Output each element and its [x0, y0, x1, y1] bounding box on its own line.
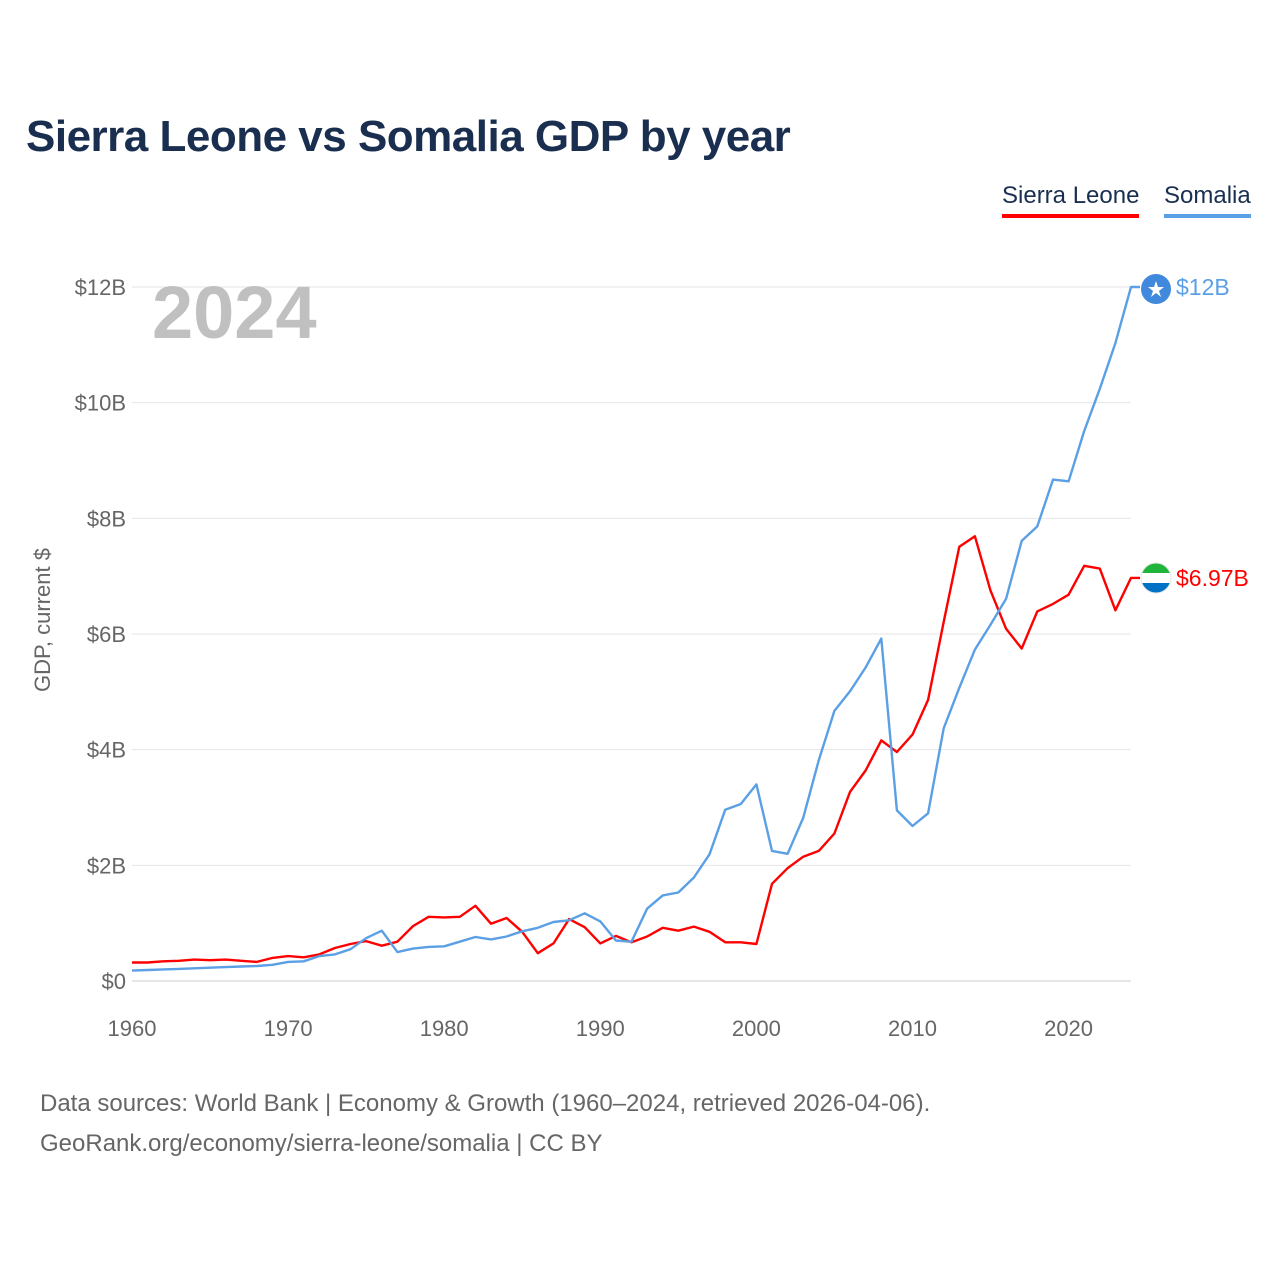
x-tick-label: 1980 [420, 1016, 469, 1041]
chart-title: Sierra Leone vs Somalia GDP by year [26, 112, 791, 161]
legend-item-somalia[interactable]: Somalia [1164, 182, 1251, 218]
series-lines [131, 285, 1140, 972]
series-line-sierra-leone[interactable] [132, 535, 1140, 964]
grid-lines [132, 286, 1131, 982]
x-tick-label: 1960 [108, 1016, 157, 1041]
end-label-sierra-leone: $6.97B [1176, 565, 1249, 591]
y-tick-label: $2B [87, 853, 126, 878]
source-line-2[interactable]: GeoRank.org/economy/sierra-leone/somalia… [40, 1130, 603, 1157]
series-line-somalia[interactable] [131, 285, 1140, 972]
end-label-somalia: $12B [1176, 274, 1230, 300]
y-tick-label: $6B [87, 622, 126, 647]
legend-item-sierra-leone[interactable]: Sierra Leone [1002, 182, 1140, 218]
source-note: Data sources: World Bank | Economy & Gro… [40, 1084, 930, 1164]
y-axis-ticks: $0 $2B $4B $6B $8B $10B $12B [75, 275, 126, 994]
source-line-1: Data sources: World Bank | Economy & Gro… [40, 1090, 931, 1117]
x-tick-label: 2000 [732, 1016, 781, 1041]
somalia-flag-icon [1141, 274, 1171, 304]
year-watermark: 2024 [152, 271, 317, 354]
y-tick-label: $0 [102, 969, 126, 994]
x-tick-label: 2010 [888, 1016, 937, 1041]
x-tick-label: 1990 [576, 1016, 625, 1041]
y-tick-label: $12B [75, 275, 126, 300]
y-tick-label: $10B [75, 391, 126, 416]
x-tick-label: 1970 [264, 1016, 313, 1041]
y-tick-label: $8B [87, 506, 126, 531]
y-tick-label: $4B [87, 738, 126, 763]
sierra-leone-flag-icon [1140, 562, 1172, 594]
x-axis-ticks: 1960 1970 1980 1990 2000 2010 2020 [108, 1016, 1094, 1041]
end-labels: $6.97B $12B [1176, 274, 1249, 591]
y-axis-label: GDP, current $ [30, 548, 55, 692]
x-tick-label: 2020 [1044, 1016, 1093, 1041]
